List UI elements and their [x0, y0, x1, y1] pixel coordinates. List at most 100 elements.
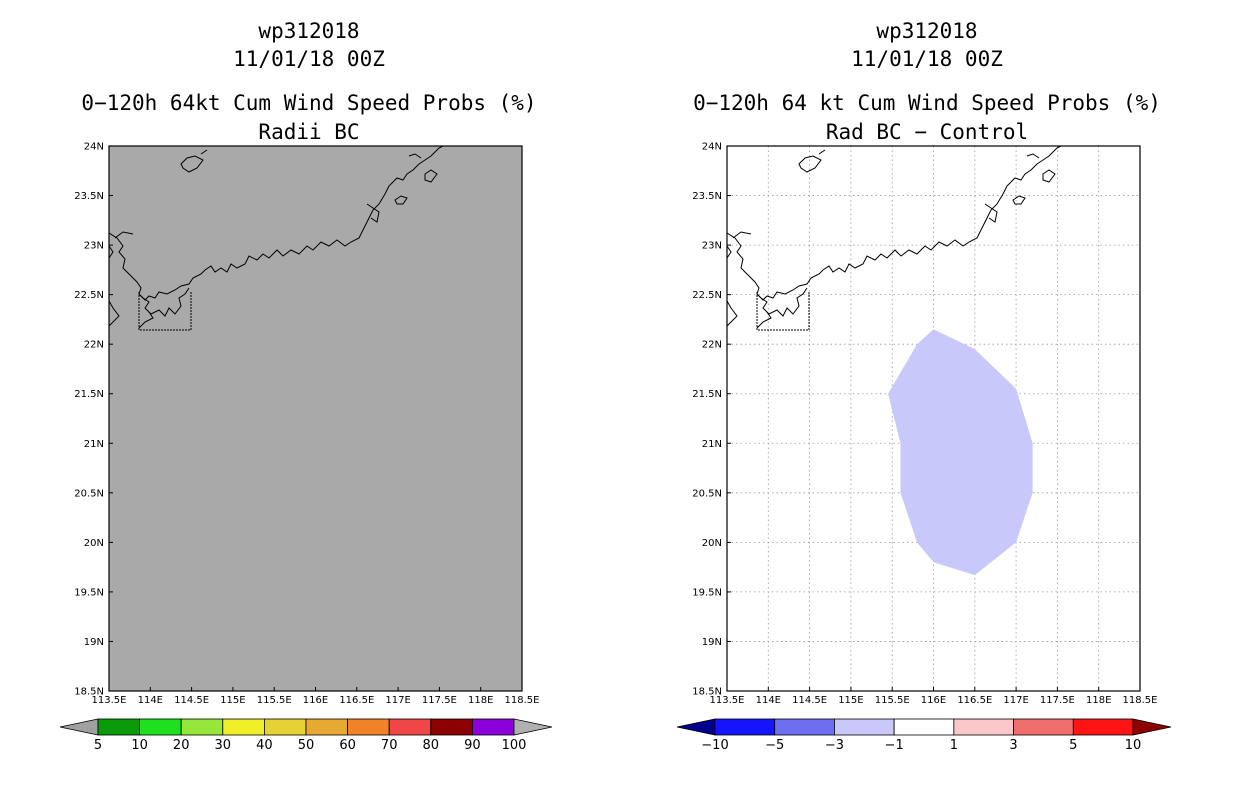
right-y-tick-label: 22.5N — [692, 290, 722, 301]
left-x-tick-label: 118E — [468, 695, 493, 706]
left-x-tick-label: 114.5E — [174, 695, 209, 706]
right-colorbar-label: −1 — [885, 738, 904, 753]
left-x-tick-label: 115E — [220, 695, 245, 706]
left-colorbar-swatch — [97, 718, 140, 736]
right-y-tick-label: 24N — [702, 142, 722, 153]
left-y-tick-label: 23.5N — [74, 191, 104, 202]
right-colorbar-label: −10 — [701, 738, 728, 753]
left-colorbar-label: 5 — [94, 738, 102, 753]
left-subtitle: Radii BC — [258, 120, 359, 144]
right-y-tick-label: 23N — [702, 241, 722, 252]
left-colorbar-swatch — [305, 718, 348, 736]
left-x-tick-label: 116.5E — [339, 695, 374, 706]
left-y-tick-label: 21N — [84, 439, 104, 450]
left-colorbar-label: 20 — [173, 738, 190, 753]
right-axes: 113.5E 114E 114.5E 115E 115.5E 116E 116.5E 117E… — [692, 142, 1157, 707]
left-title: 0−120h 64kt Cum Wind Speed Probs (%) — [81, 91, 536, 115]
left-colorbar-high-arrow — [513, 718, 553, 736]
right-x-tick-label: 115.5E — [875, 695, 910, 706]
right-colorbar-label: −5 — [765, 738, 784, 753]
left-colorbar-label: 100 — [502, 738, 527, 753]
left-storm-id: wp312018 — [258, 19, 359, 43]
left-x-tick-label: 117E — [385, 695, 410, 706]
right-difference-region — [888, 329, 1033, 576]
left-colorbar: 5 10 20 30 40 50 60 70 80 90 100 — [59, 718, 553, 753]
right-colorbar-swatch — [893, 718, 955, 736]
right-y-tick-label: 20.5N — [692, 488, 722, 499]
right-colorbar-low-arrow — [676, 718, 716, 736]
right-colorbar-label: −3 — [825, 738, 844, 753]
right-y-tick-label: 18.5N — [692, 687, 722, 698]
left-x-tick-label: 113.5E — [92, 695, 127, 706]
right-panel: wp312018 11/01/18 00Z 0−120h 64 kt Cum W… — [676, 19, 1172, 753]
left-y-tick-label: 20N — [84, 538, 104, 549]
right-storm-id: wp312018 — [876, 19, 977, 43]
right-title: 0−120h 64 kt Cum Wind Speed Probs (%) — [693, 91, 1161, 115]
right-gridlines — [727, 146, 1140, 691]
left-y-tick-label: 19.5N — [74, 587, 104, 598]
right-y-tick-label: 21.5N — [692, 389, 722, 400]
left-y-tick-label: 22.5N — [74, 290, 104, 301]
left-colorbar-swatch — [388, 718, 432, 736]
left-colorbar-label: 10 — [131, 738, 148, 753]
left-colorbar-label: 40 — [256, 738, 273, 753]
left-colorbar-swatch — [180, 718, 224, 736]
left-colorbar-label: 90 — [464, 738, 481, 753]
left-y-tick-label: 21.5N — [74, 389, 104, 400]
right-colorbar-label: 5 — [1069, 738, 1077, 753]
left-probability-field — [109, 146, 522, 691]
left-x-tick-label: 117.5E — [422, 695, 457, 706]
right-colorbar-swatch — [1013, 718, 1074, 736]
left-colorbar-label: 80 — [423, 738, 440, 753]
left-colorbar-label: 70 — [381, 738, 398, 753]
left-x-tick-label: 114E — [138, 695, 163, 706]
right-x-tick-label: 114E — [756, 695, 781, 706]
right-colorbar-swatch — [953, 718, 1014, 736]
left-panel: wp312018 11/01/18 00Z 0−120h 64kt Cum Wi… — [59, 19, 553, 753]
left-colorbar-label: 60 — [339, 738, 356, 753]
left-datetime: 11/01/18 00Z — [233, 47, 385, 71]
right-colorbar-swatch — [774, 718, 835, 736]
right-x-tick-label: 116.5E — [957, 695, 992, 706]
left-x-tick-label: 115.5E — [257, 695, 292, 706]
left-x-tick-label: 116E — [303, 695, 328, 706]
right-x-tick-label: 114.5E — [792, 695, 827, 706]
right-y-tick-label: 21N — [702, 439, 722, 450]
right-colorbar-label: 10 — [1125, 738, 1142, 753]
right-x-tick-label: 118E — [1086, 695, 1111, 706]
left-axes: 113.5E 114E 114.5E 115E 115.5E 116E 116.5E 117E… — [74, 142, 539, 707]
right-y-tick-label: 23.5N — [692, 191, 722, 202]
right-colorbar-swatch — [834, 718, 895, 736]
right-y-tick-label: 19N — [702, 637, 722, 648]
left-y-tick-label: 20.5N — [74, 488, 104, 499]
right-y-tick-label: 19.5N — [692, 587, 722, 598]
right-y-tick-label: 20N — [702, 538, 722, 549]
left-colorbar-swatch — [139, 718, 182, 736]
left-colorbar-swatch — [347, 718, 390, 736]
right-y-tick-label: 22N — [702, 340, 722, 351]
right-x-tick-label: 113.5E — [710, 695, 745, 706]
right-subtitle: Rad BC − Control — [826, 120, 1028, 144]
left-colorbar-low-arrow — [59, 718, 99, 736]
left-colorbar-swatch — [222, 718, 265, 736]
left-colorbar-swatch — [430, 718, 473, 736]
right-datetime: 11/01/18 00Z — [851, 47, 1003, 71]
left-colorbar-swatch — [471, 718, 515, 736]
right-x-tick-label: 117E — [1003, 695, 1028, 706]
left-y-tick-label: 24N — [84, 142, 104, 153]
right-x-tick-label: 117.5E — [1040, 695, 1075, 706]
right-x-tick-label: 116E — [921, 695, 946, 706]
right-x-tick-label: 115E — [838, 695, 863, 706]
right-colorbar: −10 −5 −3 −1 1 3 5 10 — [676, 718, 1172, 753]
left-y-tick-label: 19N — [84, 637, 104, 648]
left-colorbar-label: 50 — [298, 738, 315, 753]
right-colorbar-label: 1 — [950, 738, 958, 753]
right-colorbar-high-arrow — [1132, 718, 1172, 736]
right-colorbar-swatch — [714, 718, 776, 736]
left-y-tick-label: 18.5N — [74, 687, 104, 698]
right-colorbar-label: 3 — [1009, 738, 1017, 753]
left-colorbar-label: 30 — [215, 738, 232, 753]
right-x-tick-label: 118.5E — [1123, 695, 1158, 706]
left-x-tick-label: 118.5E — [505, 695, 540, 706]
